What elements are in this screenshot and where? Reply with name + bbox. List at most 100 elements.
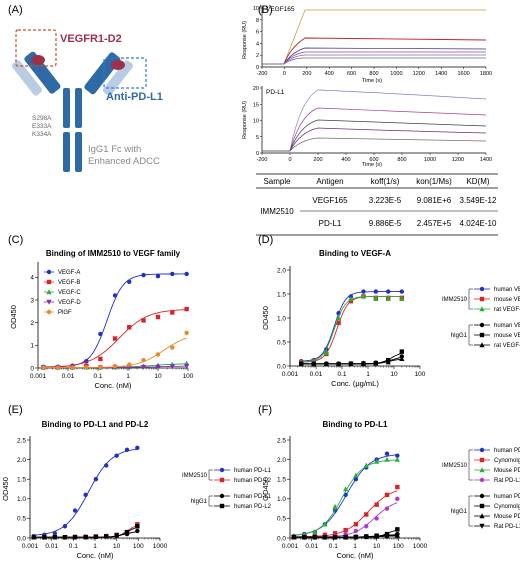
data-point: [399, 356, 405, 361]
data-point: [184, 363, 190, 369]
panel-label-d: (D): [258, 234, 273, 246]
sensor-x-tick: 400: [325, 71, 334, 77]
sensor-x-tick: 1600: [457, 71, 469, 77]
legend-entry: human VEGF-A: [494, 287, 520, 293]
data-point: [363, 462, 369, 468]
table-header-koff: koff(1/s): [371, 177, 400, 186]
legend-marker: [479, 477, 485, 483]
data-point: [353, 477, 359, 482]
sensor-x-tick: 1800: [480, 71, 492, 77]
table-header-antigen: Antigen: [316, 177, 343, 186]
sensor-x-tick: 400: [341, 157, 350, 163]
sensor-x-tick: 1200: [452, 157, 464, 163]
sensor-x-tick: 600: [347, 71, 356, 77]
x-tick-label: 100: [415, 371, 426, 378]
data-point: [395, 527, 400, 532]
sensor-x-tick: -200: [256, 157, 267, 163]
vegfr-box: [15, 29, 57, 67]
legend-marker: [479, 523, 485, 529]
legend-entry: Mouse PD-L1: [494, 468, 520, 474]
legend-entry: VEGF-D: [58, 300, 81, 306]
panel-b: (B) VEGF165 Response (RU) Time (s) -200 0…: [242, 4, 498, 236]
data-point: [336, 315, 342, 321]
sensor2-curve-2: [262, 107, 487, 152]
x-tick-label: 1000: [153, 543, 168, 550]
table-cell: 2.457E+5: [417, 219, 452, 228]
legend-marker: [479, 342, 485, 348]
sensor2-curve-5: [262, 137, 487, 152]
fc-right-upper: [75, 88, 82, 128]
sensor-x-tick: 1000: [390, 71, 402, 77]
series-line-0: [43, 273, 187, 368]
data-point: [384, 534, 390, 540]
panel-label-a: (A): [8, 4, 23, 16]
x-tick-label: 0.01: [310, 371, 323, 378]
x-tick-label: 100: [393, 543, 404, 550]
sensor-x-tick: 0: [288, 157, 291, 163]
data-point: [83, 492, 88, 498]
data-point: [353, 535, 359, 541]
y-tick-label: 2: [30, 320, 34, 327]
data-point: [353, 472, 359, 478]
vegfr-domain: [31, 55, 45, 65]
table-sample: IMM2510: [260, 207, 294, 216]
sensor1-curve-2: [262, 37, 487, 65]
data-point: [112, 363, 118, 369]
data-point: [42, 535, 47, 540]
legend-entry: human PD-L1: [234, 494, 272, 500]
data-point: [62, 535, 68, 540]
data-point: [31, 535, 37, 540]
data-point: [112, 293, 118, 298]
data-point: [343, 486, 349, 492]
y-tick-label: 0.0: [277, 363, 286, 370]
data-point: [312, 535, 318, 541]
legend-entry: VEGF-A: [58, 270, 80, 276]
data-point: [343, 535, 349, 541]
y-tick-label: 2.0: [17, 457, 26, 464]
legend-entry: rat VEGF-A: [494, 307, 520, 313]
data-point: [374, 534, 380, 540]
data-point: [298, 361, 304, 367]
data-point: [155, 364, 161, 370]
sensor1-curve-5: [262, 54, 486, 65]
data-point: [155, 314, 161, 320]
table-cell: VEGF165: [312, 196, 348, 205]
data-point: [291, 535, 297, 541]
data-point: [155, 274, 161, 279]
x-tick-label: 0.01: [305, 543, 318, 550]
legend-entry: human PD-L1: [494, 448, 520, 454]
sensor-x-tick: 800: [369, 71, 378, 77]
data-point: [311, 361, 317, 367]
x-axis-label: Conc. (nM): [94, 381, 132, 390]
data-point: [323, 361, 329, 367]
data-point: [127, 325, 132, 330]
sensor-y-tick: 5: [256, 135, 259, 141]
data-point: [386, 289, 391, 294]
sensor-y-tick: 10: [253, 6, 259, 12]
data-point: [353, 522, 359, 527]
sensor-x-tick: 600: [369, 157, 378, 163]
data-point: [348, 299, 354, 304]
data-point: [184, 330, 189, 336]
y-tick-label: 3: [30, 297, 34, 304]
data-point: [114, 453, 119, 458]
legend-group-label: IMM2510: [182, 473, 208, 479]
sensor-x-tick: 0: [283, 71, 286, 77]
y-tick-label: 1.0: [277, 315, 286, 322]
sensor-x-tick: 200: [302, 71, 311, 77]
legend-entry: Rat PD-L1: [494, 524, 520, 530]
data-point: [135, 528, 140, 534]
legend-marker: [479, 322, 485, 328]
data-point: [394, 533, 400, 539]
y-tick-label: 2.0: [277, 267, 286, 274]
data-point: [399, 349, 405, 354]
data-point: [93, 534, 99, 540]
data-point: [395, 496, 400, 501]
legend-marker: [46, 309, 52, 315]
sensor-y-tick: 6: [256, 30, 259, 36]
table-header-sample: Sample: [263, 177, 291, 186]
x-tick-label: 0.1: [329, 543, 338, 550]
fc-label-line1: IgG1 Fc with: [88, 144, 141, 155]
sensor2-curves: [262, 89, 487, 152]
